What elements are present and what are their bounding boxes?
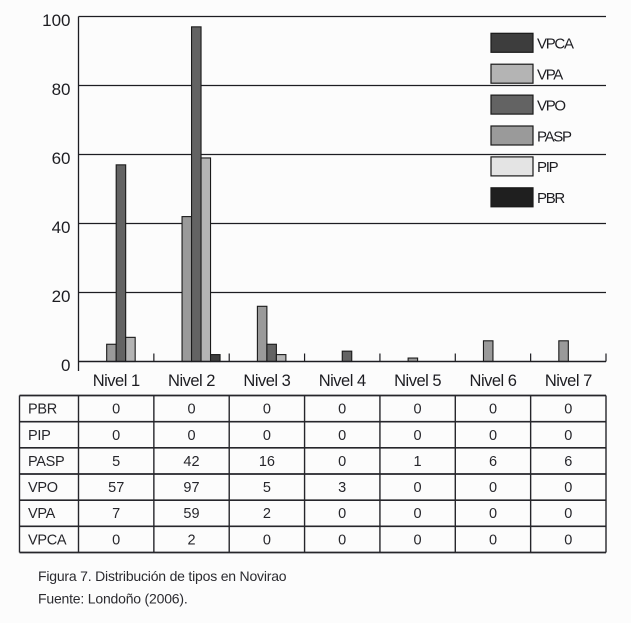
svg-text:80: 80	[52, 80, 71, 99]
svg-text:Nivel 6: Nivel 6	[470, 372, 517, 390]
svg-text:5: 5	[263, 480, 271, 496]
svg-text:PASP: PASP	[537, 128, 572, 145]
svg-text:2: 2	[263, 506, 271, 522]
svg-text:97: 97	[183, 480, 199, 496]
svg-text:0: 0	[338, 532, 346, 548]
svg-text:0: 0	[414, 480, 422, 496]
svg-text:6: 6	[489, 454, 497, 470]
svg-text:5: 5	[112, 454, 120, 470]
svg-text:Nivel 3: Nivel 3	[243, 372, 290, 390]
svg-text:0: 0	[414, 506, 422, 522]
svg-text:VPCA: VPCA	[537, 36, 574, 53]
svg-text:0: 0	[112, 402, 120, 418]
svg-text:0: 0	[112, 532, 120, 548]
svg-text:Nivel 5: Nivel 5	[394, 372, 441, 390]
svg-text:Nivel 4: Nivel 4	[319, 372, 366, 390]
svg-text:VPA: VPA	[537, 67, 563, 84]
svg-text:0: 0	[414, 428, 422, 444]
svg-text:2: 2	[187, 532, 195, 548]
svg-text:0: 0	[414, 402, 422, 418]
svg-text:0: 0	[489, 402, 497, 418]
svg-text:0: 0	[489, 532, 497, 548]
svg-text:Fuente: Londoño (2006).: Fuente: Londoño (2006).	[38, 591, 188, 607]
svg-text:60: 60	[52, 149, 71, 168]
svg-text:0: 0	[338, 454, 346, 470]
svg-text:0: 0	[338, 506, 346, 522]
svg-text:Nivel 1: Nivel 1	[93, 372, 140, 390]
svg-text:0: 0	[61, 356, 70, 375]
svg-text:0: 0	[263, 532, 271, 548]
svg-text:7: 7	[112, 506, 120, 522]
svg-text:0: 0	[564, 428, 572, 444]
svg-text:6: 6	[564, 454, 572, 470]
svg-text:0: 0	[338, 428, 346, 444]
svg-text:PIP: PIP	[537, 159, 559, 176]
svg-text:59: 59	[183, 506, 199, 522]
svg-text:0: 0	[564, 402, 572, 418]
svg-text:VPCA: VPCA	[28, 532, 67, 548]
svg-text:VPA: VPA	[28, 506, 56, 522]
svg-text:1: 1	[414, 454, 422, 470]
svg-text:100: 100	[42, 11, 70, 30]
svg-text:3: 3	[338, 480, 346, 496]
svg-text:0: 0	[489, 428, 497, 444]
svg-text:0: 0	[338, 402, 346, 418]
svg-text:PBR: PBR	[537, 190, 565, 207]
svg-text:PBR: PBR	[28, 402, 57, 418]
svg-text:0: 0	[564, 480, 572, 496]
svg-text:0: 0	[187, 402, 195, 418]
svg-text:16: 16	[259, 454, 275, 470]
svg-text:0: 0	[564, 506, 572, 522]
svg-text:0: 0	[263, 428, 271, 444]
svg-text:0: 0	[187, 428, 195, 444]
svg-text:42: 42	[183, 454, 199, 470]
svg-text:0: 0	[263, 402, 271, 418]
svg-text:0: 0	[489, 480, 497, 496]
svg-text:0: 0	[564, 532, 572, 548]
svg-text:VPO: VPO	[537, 97, 565, 114]
svg-text:VPO: VPO	[28, 480, 58, 496]
svg-text:PIP: PIP	[28, 428, 50, 444]
svg-text:Nivel 2: Nivel 2	[168, 372, 215, 390]
svg-text:0: 0	[112, 428, 120, 444]
svg-text:40: 40	[52, 218, 71, 237]
svg-text:20: 20	[52, 287, 71, 306]
svg-text:57: 57	[108, 480, 124, 496]
svg-text:0: 0	[414, 532, 422, 548]
svg-text:Figura 7. Distribución de tipo: Figura 7. Distribución de tipos en Novir…	[38, 568, 287, 584]
svg-text:PASP: PASP	[28, 454, 64, 470]
svg-text:0: 0	[489, 506, 497, 522]
svg-text:Nivel 7: Nivel 7	[545, 372, 592, 390]
